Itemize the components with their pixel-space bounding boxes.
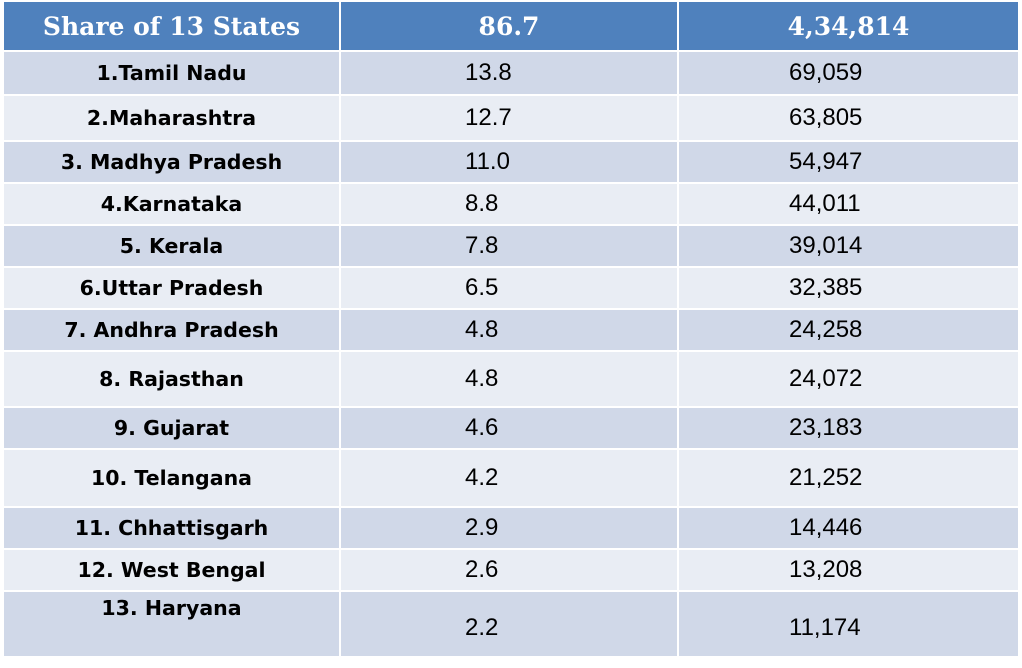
table-row: 5. Kerala 7.8 39,014 (2, 225, 1020, 268)
state-name: 10. Telangana (2, 449, 341, 508)
table-row: 2.Maharashtra 12.7 63,805 (2, 95, 1020, 142)
state-amount: 13,208 (677, 549, 1020, 592)
state-name: 8. Rajasthan (2, 351, 341, 408)
state-share: 13.8 (339, 51, 679, 96)
state-share: 11.0 (339, 141, 679, 184)
state-name: 6.Uttar Pradesh (2, 267, 341, 310)
header-amount: 4,34,814 (677, 2, 1020, 52)
state-amount: 23,183 (677, 407, 1020, 450)
table-row: 3. Madhya Pradesh 11.0 54,947 (2, 141, 1020, 184)
state-amount: 44,011 (677, 183, 1020, 226)
state-amount: 21,252 (677, 449, 1020, 508)
state-amount: 11,174 (677, 591, 1020, 658)
state-name: 12. West Bengal (2, 549, 341, 592)
state-amount: 39,014 (677, 225, 1020, 268)
states-share-table: Share of 13 States 86.7 4,34,814 1.Tamil… (2, 2, 1020, 658)
state-share: 4.8 (339, 351, 679, 408)
state-name: 13. Haryana (2, 591, 341, 658)
state-name: 11. Chhattisgarh (2, 507, 341, 550)
state-share: 4.8 (339, 309, 679, 352)
state-name: 3. Madhya Pradesh (2, 141, 341, 184)
state-share: 4.6 (339, 407, 679, 450)
table-row: 9. Gujarat 4.6 23,183 (2, 407, 1020, 450)
state-amount: 63,805 (677, 95, 1020, 142)
state-name: 9. Gujarat (2, 407, 341, 450)
table-row: 4.Karnataka 8.8 44,011 (2, 183, 1020, 226)
state-share: 6.5 (339, 267, 679, 310)
state-share: 12.7 (339, 95, 679, 142)
state-name: 1.Tamil Nadu (2, 51, 341, 96)
state-amount: 54,947 (677, 141, 1020, 184)
header-row: Share of 13 States 86.7 4,34,814 (2, 2, 1020, 52)
state-share: 2.2 (339, 591, 679, 658)
state-amount: 69,059 (677, 51, 1020, 96)
state-amount: 32,385 (677, 267, 1020, 310)
table-row: 6.Uttar Pradesh 6.5 32,385 (2, 267, 1020, 310)
state-name: 7. Andhra Pradesh (2, 309, 341, 352)
state-share: 7.8 (339, 225, 679, 268)
state-share: 2.9 (339, 507, 679, 550)
header-label: Share of 13 States (2, 2, 341, 52)
table-row: 7. Andhra Pradesh 4.8 24,258 (2, 309, 1020, 352)
state-name: 2.Maharashtra (2, 95, 341, 142)
state-share: 2.6 (339, 549, 679, 592)
state-amount: 24,258 (677, 309, 1020, 352)
state-share: 4.2 (339, 449, 679, 508)
state-amount: 24,072 (677, 351, 1020, 408)
table-row: 8. Rajasthan 4.8 24,072 (2, 351, 1020, 408)
table-row: 12. West Bengal 2.6 13,208 (2, 549, 1020, 592)
header-share: 86.7 (339, 2, 679, 52)
table-row: 11. Chhattisgarh 2.9 14,446 (2, 507, 1020, 550)
state-amount: 14,446 (677, 507, 1020, 550)
table-row: 10. Telangana 4.2 21,252 (2, 449, 1020, 508)
state-share: 8.8 (339, 183, 679, 226)
state-name: 4.Karnataka (2, 183, 341, 226)
state-name: 5. Kerala (2, 225, 341, 268)
table-row: 13. Haryana 2.2 11,174 (2, 591, 1020, 658)
table-row: 1.Tamil Nadu 13.8 69,059 (2, 51, 1020, 96)
